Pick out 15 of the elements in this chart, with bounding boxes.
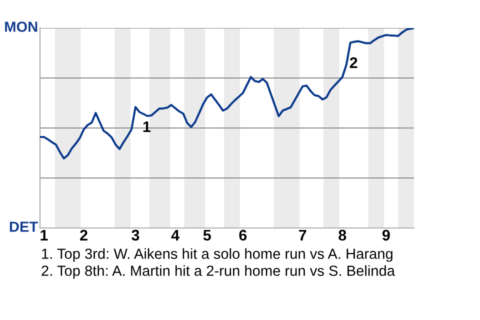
annotation: 1: [143, 121, 151, 132]
x-tick-label: 6: [239, 230, 247, 241]
x-tick-label: 5: [203, 230, 211, 241]
x-tick-label: 1: [40, 230, 48, 240]
x-tick-label: 4: [171, 230, 180, 240]
text: DET: [10, 222, 38, 232]
text: MON: [5, 22, 38, 32]
annotation: 2: [350, 57, 358, 68]
x-tick-label: 8: [338, 230, 346, 241]
text: 1. Top 3rd: W. Aikens hit a solo home run vs A. Harang: [42, 248, 392, 262]
x-tick-label: 9: [382, 230, 390, 241]
x-tick-label: 7: [299, 230, 306, 240]
text: 2. Top 8th: A. Martin hit a 2-run home run vs S. Belinda: [42, 265, 395, 279]
x-tick-label: 3: [132, 230, 140, 241]
x-tick-label: 2: [80, 230, 88, 240]
